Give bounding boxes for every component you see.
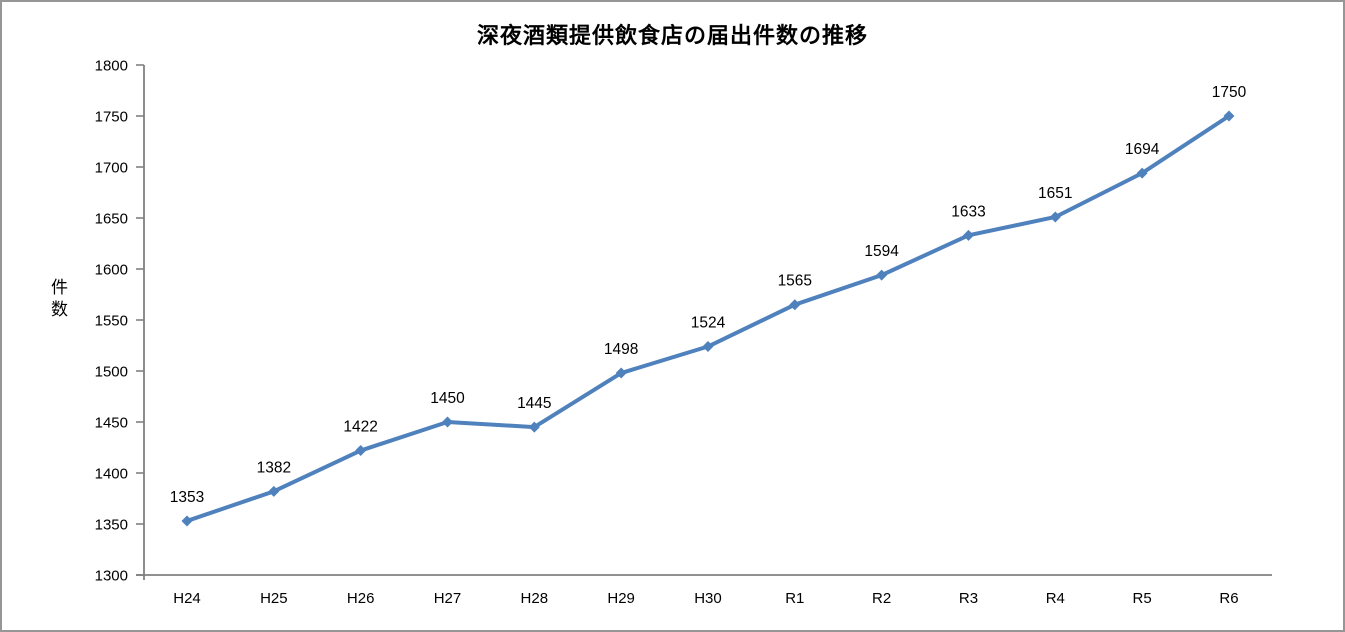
data-point-marker xyxy=(441,416,453,428)
data-point-marker xyxy=(1223,110,1235,122)
y-axis-tick-label: 1300 xyxy=(95,567,128,584)
x-axis-category-label: H27 xyxy=(434,590,462,607)
data-point-label: 1498 xyxy=(604,341,638,358)
data-point-label: 1651 xyxy=(1038,185,1072,202)
data-point-marker xyxy=(876,269,888,281)
data-point-marker xyxy=(615,367,627,379)
chart-title: 深夜酒類提供飲食店の届出件数の推移 xyxy=(476,23,868,48)
data-point-label: 1445 xyxy=(517,395,551,412)
x-axis-category-label: H30 xyxy=(694,590,722,607)
data-point-marker xyxy=(962,229,974,241)
x-axis-category-label: R5 xyxy=(1133,590,1152,607)
y-axis-tick-label: 1750 xyxy=(95,108,128,125)
x-axis-category-label: H28 xyxy=(521,590,549,607)
data-point-marker xyxy=(528,421,540,433)
y-axis-title: 件数 xyxy=(48,278,67,322)
y-axis-tick-label: 1500 xyxy=(95,363,128,380)
y-axis-tick-label: 1650 xyxy=(95,210,128,227)
data-point-label: 1565 xyxy=(778,273,812,290)
data-point-label: 1633 xyxy=(951,203,985,220)
data-point-label: 1353 xyxy=(170,489,204,506)
y-axis-tick-label: 1550 xyxy=(95,312,128,329)
x-axis-category-label: H24 xyxy=(173,590,201,607)
y-axis-tick-label: 1600 xyxy=(95,261,128,278)
data-point-label: 1382 xyxy=(257,459,291,476)
y-axis-tick-label: 1700 xyxy=(95,159,128,176)
data-point-marker xyxy=(355,445,367,457)
x-axis-category-label: R3 xyxy=(959,590,978,607)
data-point-label: 1422 xyxy=(343,419,377,436)
data-point-marker xyxy=(789,299,801,311)
data-point-marker xyxy=(1136,167,1148,179)
x-axis-category-label: R1 xyxy=(785,590,804,607)
x-axis-category-label: H26 xyxy=(347,590,375,607)
data-point-marker xyxy=(1049,211,1061,223)
x-axis-category-label: R4 xyxy=(1046,590,1065,607)
data-point-label: 1750 xyxy=(1212,84,1247,101)
y-axis-tick-label: 1400 xyxy=(95,465,128,482)
data-point-label: 1594 xyxy=(864,243,899,260)
data-point-marker xyxy=(268,485,280,497)
x-axis-category-label: H25 xyxy=(260,590,288,607)
data-point-label: 1450 xyxy=(430,390,465,407)
x-axis-category-label: R6 xyxy=(1219,590,1238,607)
y-axis-tick-label: 1800 xyxy=(95,57,128,74)
x-axis-category-label: H29 xyxy=(607,590,635,607)
data-point-marker xyxy=(702,341,714,353)
data-point-label: 1694 xyxy=(1125,141,1160,158)
y-axis-tick-label: 1350 xyxy=(95,516,128,533)
y-axis-tick-label: 1450 xyxy=(95,414,128,431)
data-point-label: 1524 xyxy=(691,315,726,332)
x-axis-category-label: R2 xyxy=(872,590,891,607)
data-point-marker xyxy=(181,515,193,527)
